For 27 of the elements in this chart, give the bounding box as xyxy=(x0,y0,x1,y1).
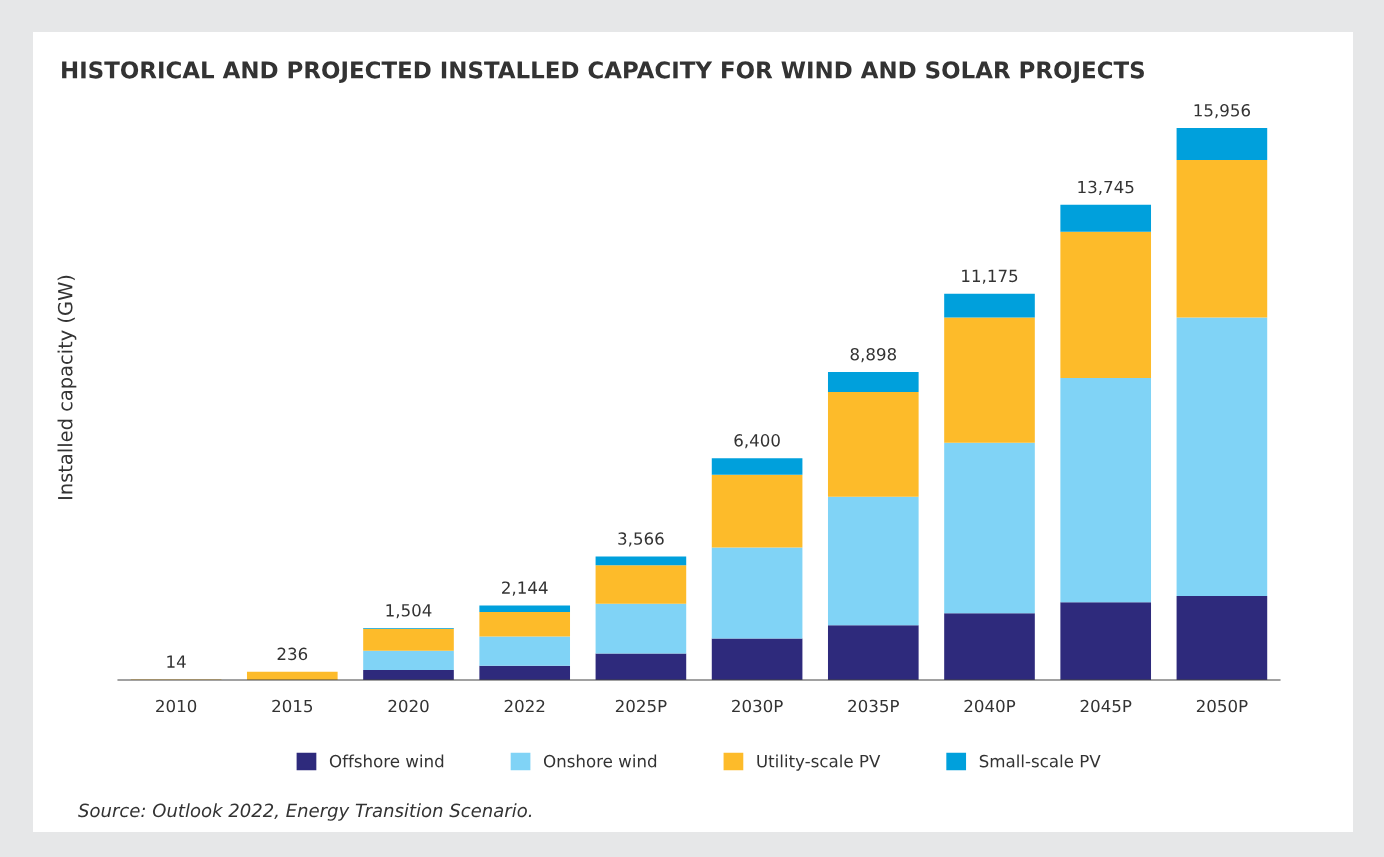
x-tick-label: 2010 xyxy=(156,699,197,713)
legend-label: Small-scale PV xyxy=(979,754,1101,768)
legend-label: Onshore wind xyxy=(543,754,657,768)
annotation: 2,144 xyxy=(502,581,548,596)
x-tick-label: 2025P xyxy=(615,699,667,713)
x-tick-label: 2030P xyxy=(732,699,783,713)
annotation: 1,504 xyxy=(386,604,432,619)
annotation: 13,745 xyxy=(1078,180,1134,196)
annotation: 15,956 xyxy=(1194,104,1251,119)
annotation: 236 xyxy=(277,647,308,661)
annotation: 11,175 xyxy=(962,269,1018,284)
legend-label: Offshore wind xyxy=(329,754,444,768)
x-tick-label: 2022 xyxy=(504,699,545,713)
chart-title: HISTORICAL AND PROJECTED INSTALLED CAPACITY FOR WIND AND SOLAR PROJECTS xyxy=(62,61,1144,83)
source-note: Source: Outlook 2022, Energy Transition Scenario. xyxy=(78,803,532,821)
annotation: 3,566 xyxy=(618,532,664,547)
x-tick-label: 2045P xyxy=(1080,699,1132,713)
x-tick-label: 2035P xyxy=(848,699,899,713)
x-tick-label: 2040P xyxy=(964,699,1016,713)
annotation: 8,898 xyxy=(850,347,897,363)
y-axis-title: Installed capacity (GW) xyxy=(57,275,77,499)
annotation: 14 xyxy=(167,655,186,668)
annotation: 6,400 xyxy=(734,434,780,449)
legend-label: Utility-scale PV xyxy=(757,754,881,771)
x-tick-label: 2050P xyxy=(1196,699,1248,713)
x-tick-label: 2015 xyxy=(272,699,313,713)
x-tick-label: 2020 xyxy=(388,699,429,713)
